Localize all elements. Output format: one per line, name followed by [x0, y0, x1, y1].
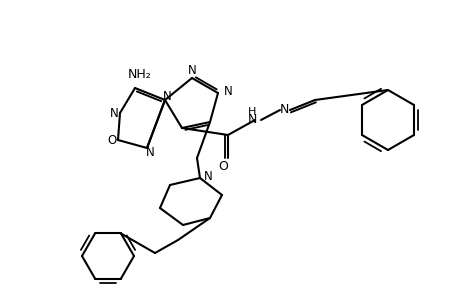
Text: N: N	[203, 169, 212, 182]
Text: N: N	[187, 64, 196, 76]
Text: N: N	[162, 89, 171, 103]
Text: N: N	[223, 85, 232, 98]
Text: N: N	[247, 112, 256, 125]
Text: H: H	[247, 107, 256, 117]
Text: N: N	[109, 106, 118, 119]
Text: NH₂: NH₂	[128, 68, 151, 80]
Text: N: N	[146, 146, 154, 158]
Text: O: O	[107, 134, 117, 146]
Text: N: N	[279, 103, 288, 116]
Text: O: O	[218, 160, 228, 172]
